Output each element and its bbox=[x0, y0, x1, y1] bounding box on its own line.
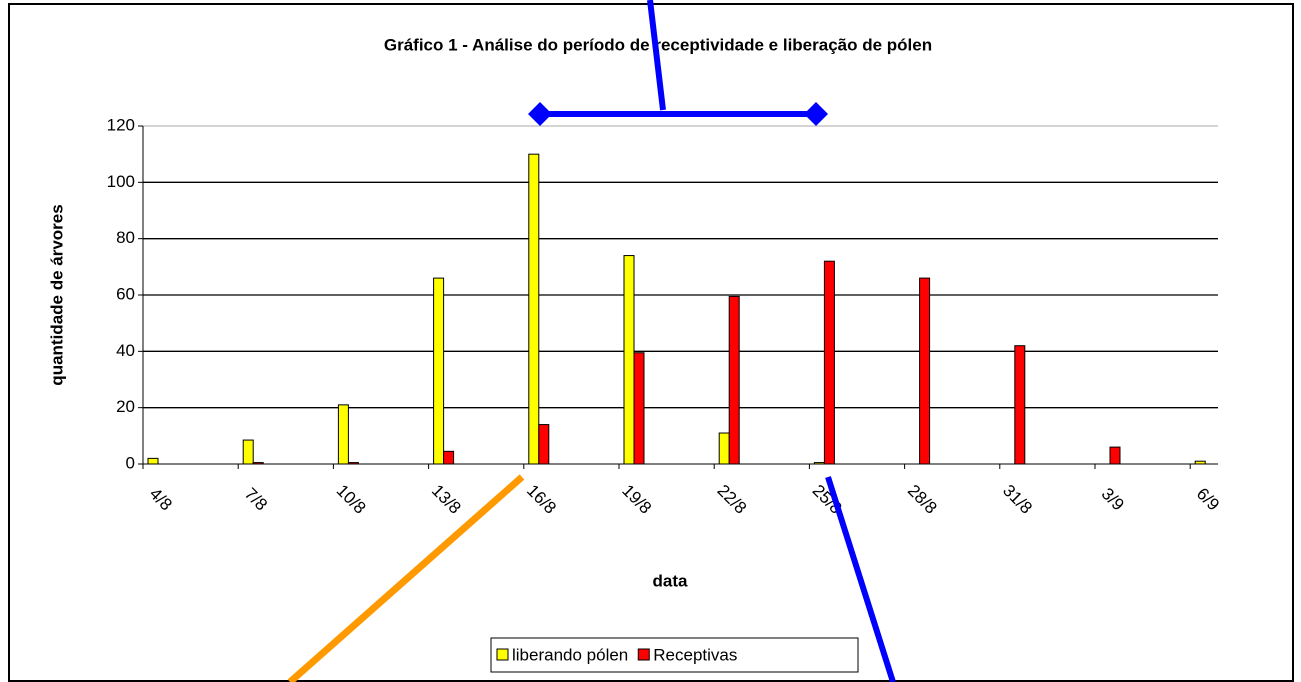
y-tick-label: 0 bbox=[126, 453, 135, 472]
annotation-diamond bbox=[804, 102, 828, 126]
legend-label: liberando pólen bbox=[512, 645, 628, 664]
bar bbox=[1109, 446, 1121, 465]
annotation-line bbox=[647, 0, 666, 111]
bar bbox=[443, 450, 455, 465]
bar bbox=[347, 462, 359, 465]
bar bbox=[633, 352, 645, 465]
y-tick-label: 20 bbox=[116, 397, 135, 416]
annotation-line bbox=[825, 476, 896, 682]
bar bbox=[1194, 460, 1206, 465]
bar bbox=[337, 404, 349, 465]
bar bbox=[823, 260, 835, 465]
y-tick-label: 40 bbox=[116, 341, 135, 360]
bar bbox=[813, 462, 825, 465]
annotation-line bbox=[287, 474, 525, 682]
bar bbox=[528, 153, 540, 465]
bar bbox=[1014, 345, 1026, 465]
legend-box bbox=[490, 637, 859, 673]
y-tick-label: 80 bbox=[116, 228, 135, 247]
x-axis-title: data bbox=[653, 571, 689, 590]
bar bbox=[919, 277, 931, 465]
legend-swatch bbox=[496, 648, 509, 661]
y-tick-label: 120 bbox=[107, 115, 135, 134]
annotation-diamond bbox=[528, 102, 552, 126]
bar bbox=[252, 462, 264, 465]
y-axis-title: quantidade de árvores bbox=[47, 204, 66, 385]
chart-frame bbox=[8, 3, 1294, 682]
y-tick-label: 100 bbox=[107, 172, 135, 191]
bar bbox=[433, 277, 445, 465]
y-tick-label: 60 bbox=[116, 284, 135, 303]
bar bbox=[147, 457, 159, 465]
bar bbox=[728, 295, 740, 465]
legend-swatch bbox=[637, 648, 650, 661]
legend-label: Receptivas bbox=[653, 645, 737, 664]
bar bbox=[242, 439, 254, 465]
bar bbox=[538, 424, 550, 465]
bar bbox=[718, 432, 730, 465]
bar bbox=[623, 255, 635, 465]
legend: liberando pólen Receptivas bbox=[496, 645, 737, 664]
